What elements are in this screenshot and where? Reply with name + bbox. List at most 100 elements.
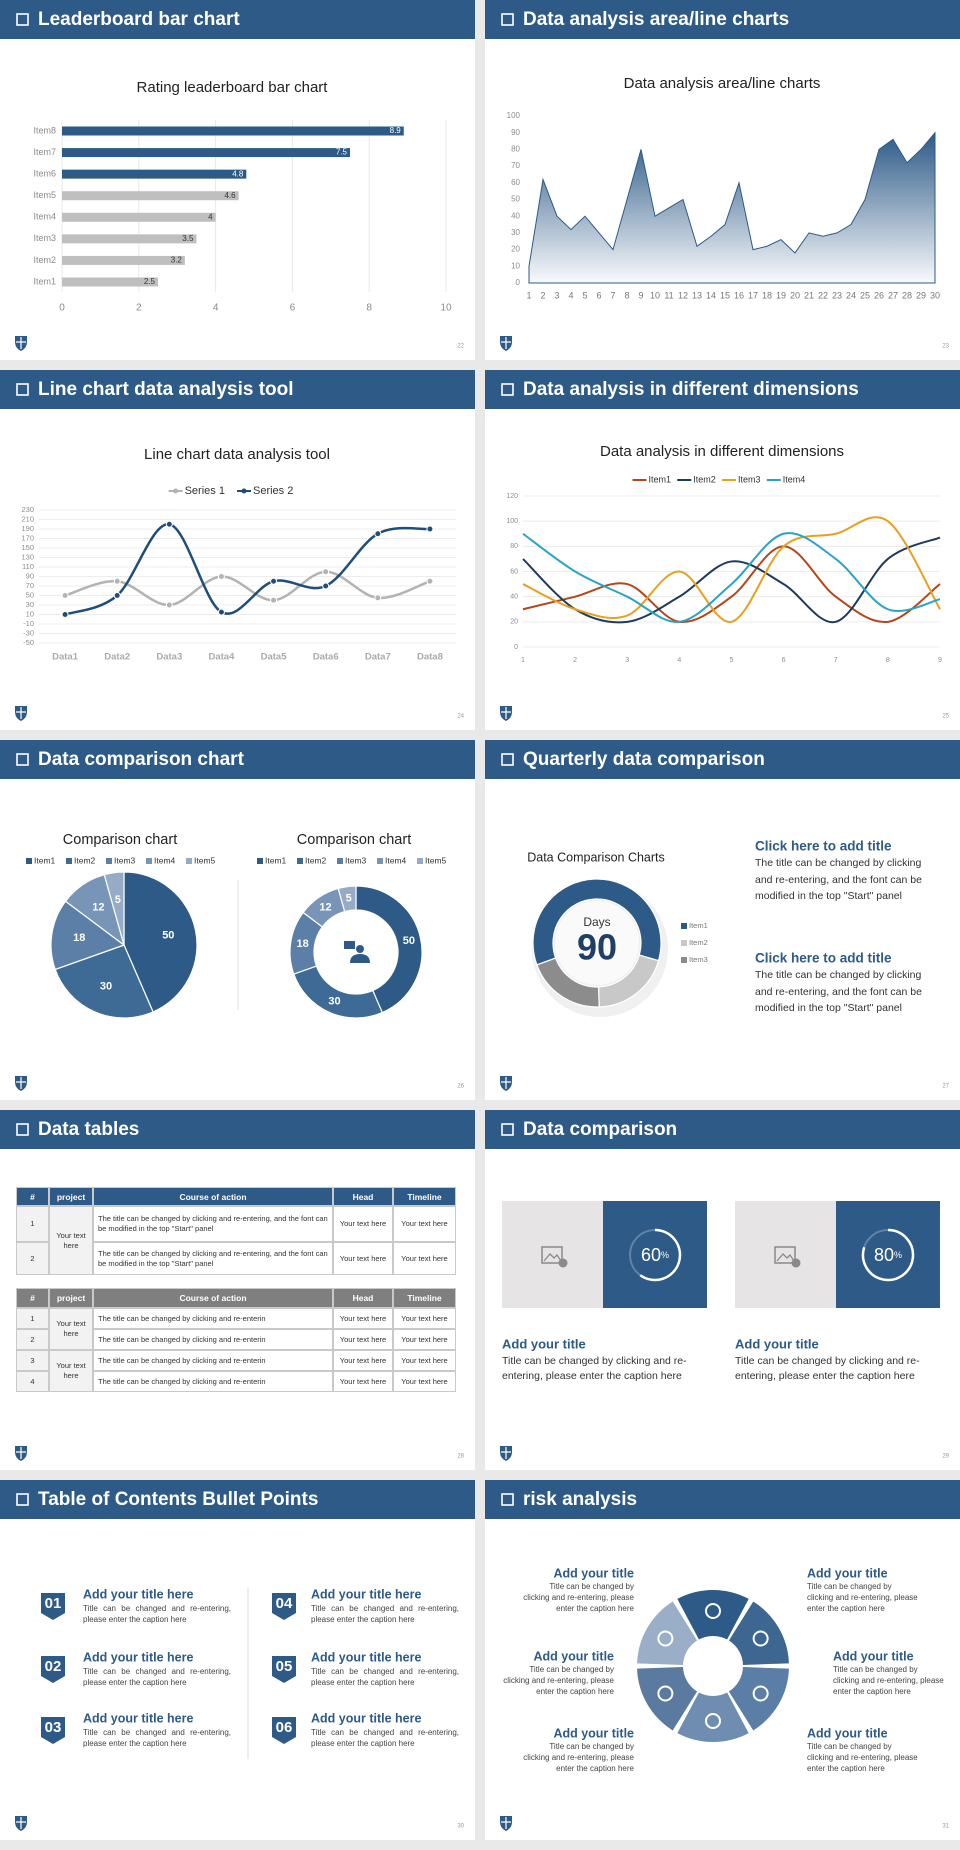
x-tick-label: 25 — [860, 290, 870, 300]
table-cell: Your text here — [393, 1371, 456, 1392]
table-cell: 3 — [16, 1350, 49, 1371]
slide: Data comparison 29 60% Add your title Title … — [485, 1110, 960, 1470]
header-title: Data comparison chart — [38, 749, 245, 770]
legend-swatch — [146, 858, 152, 864]
value-label: 30 — [328, 995, 340, 1007]
legend-label: Item2 — [689, 938, 708, 947]
chart-title: Line chart data analysis tool — [144, 446, 330, 463]
item-text-box: Title can be changed and re-entering, pl… — [83, 1604, 231, 1624]
header-title: Leaderboard bar chart — [38, 9, 240, 30]
value-label: 4 — [208, 212, 213, 221]
chart-title: Rating leaderboard bar chart — [137, 79, 329, 96]
progress-value: 60 — [641, 1245, 661, 1265]
item-title: Add your title — [807, 1726, 888, 1740]
value-label: 30 — [100, 980, 112, 992]
table-cell: The title can be changed by clicking and… — [93, 1350, 333, 1371]
header-icon — [501, 753, 514, 766]
table-cell: Your text here — [393, 1329, 456, 1350]
header-icon — [501, 383, 514, 396]
slide: Leaderboard bar chart 22 Rating leaderboar… — [0, 0, 475, 360]
item-text-box: Title can be changed by clicking and re-… — [503, 1665, 614, 1696]
slide-background — [485, 370, 960, 730]
x-tick-label: 14 — [706, 290, 716, 300]
page-number: 25 — [942, 714, 949, 720]
x-tick-label: 4 — [213, 303, 219, 314]
y-tick-label: -10 — [23, 619, 34, 628]
point — [61, 611, 69, 618]
table-cell: Your text here — [393, 1308, 456, 1329]
legend-swatch — [26, 858, 32, 864]
legend-label: Item1 — [34, 855, 56, 865]
value-label: 18 — [73, 932, 85, 944]
table-cell: 1 — [16, 1308, 49, 1329]
slice — [536, 957, 600, 1008]
bar — [62, 255, 185, 265]
item-text-box: Title can be changed and re-entering, pl… — [311, 1667, 459, 1687]
y-tick-label: 40 — [511, 211, 520, 220]
item-text: Title can be changed and re-entering, pl… — [83, 1667, 231, 1687]
slide: Data comparison chart 26 Comparison chart I… — [0, 740, 475, 1100]
legend-label: Item5 — [194, 855, 216, 865]
header-bar — [0, 1480, 475, 1519]
x-tick-label: 15 — [720, 290, 730, 300]
point — [61, 592, 69, 599]
point — [165, 601, 173, 609]
slide-background — [0, 370, 475, 730]
block-text: The title can be changed by clicking and… — [755, 969, 922, 1014]
y-tick-label: 110 — [22, 562, 34, 571]
table-cell-box: project — [49, 1187, 93, 1206]
slide: Table of Contents Bullet Points 30 01 Add y… — [0, 1480, 475, 1840]
center-label: Days — [583, 915, 610, 929]
number-label: 06 — [276, 1719, 293, 1736]
ring-icon — [657, 1630, 674, 1647]
table-cell-box: Your text here — [49, 1350, 93, 1392]
value-label: 12 — [92, 902, 104, 914]
bar — [62, 191, 239, 201]
image-panel — [502, 1201, 603, 1308]
header-icon — [16, 383, 29, 396]
y-tick-label: 60 — [510, 568, 518, 575]
bar — [62, 212, 216, 222]
x-tick-label: 9 — [638, 290, 643, 300]
number-badge — [41, 1593, 65, 1620]
y-tick-label: 20 — [510, 619, 518, 626]
legend-label: Item5 — [425, 855, 447, 865]
x-tick-label: 17 — [748, 290, 758, 300]
table-cell-box: Your text here — [393, 1308, 456, 1329]
legend-label: Item3 — [738, 474, 761, 484]
series-line — [522, 532, 941, 623]
ring-segment — [677, 1692, 749, 1742]
progress-label: 80% — [874, 1245, 902, 1265]
table-cell: Timeline — [393, 1288, 456, 1308]
point — [113, 592, 121, 599]
value-label: 4.8 — [232, 169, 244, 178]
table-cell-box: 1 — [16, 1308, 49, 1329]
chart-title: Comparison chart — [63, 832, 177, 848]
x-tick-label: 3 — [554, 290, 559, 300]
point — [217, 608, 225, 616]
y-tick-label: Item6 — [33, 169, 56, 179]
point — [426, 525, 434, 533]
x-tick-label: 2 — [573, 657, 577, 664]
legend-label: Item4 — [385, 855, 407, 865]
legend-swatch — [66, 858, 72, 864]
bar — [62, 169, 247, 179]
y-tick-label: 210 — [21, 514, 34, 523]
table-cell-box: The title can be changed by clicking and… — [93, 1206, 333, 1242]
slide: Line chart data analysis tool 24 Line char… — [0, 370, 475, 730]
table-cell: 1 — [16, 1206, 49, 1242]
table-cell-box: The title can be changed by clicking and… — [93, 1329, 333, 1350]
x-tick-label: 0 — [59, 303, 65, 314]
header-title: Line chart data analysis tool — [38, 379, 294, 400]
y-tick-label: 40 — [510, 594, 518, 601]
x-tick-label: 2 — [136, 303, 142, 314]
point — [426, 577, 434, 585]
y-tick-label: 30 — [511, 228, 520, 237]
item-title: Add your title here — [311, 1711, 421, 1725]
y-tick-label: 100 — [507, 111, 521, 120]
x-tick-label: 18 — [762, 290, 772, 300]
x-tick-label: 26 — [874, 290, 884, 300]
ring-icon — [752, 1685, 769, 1702]
